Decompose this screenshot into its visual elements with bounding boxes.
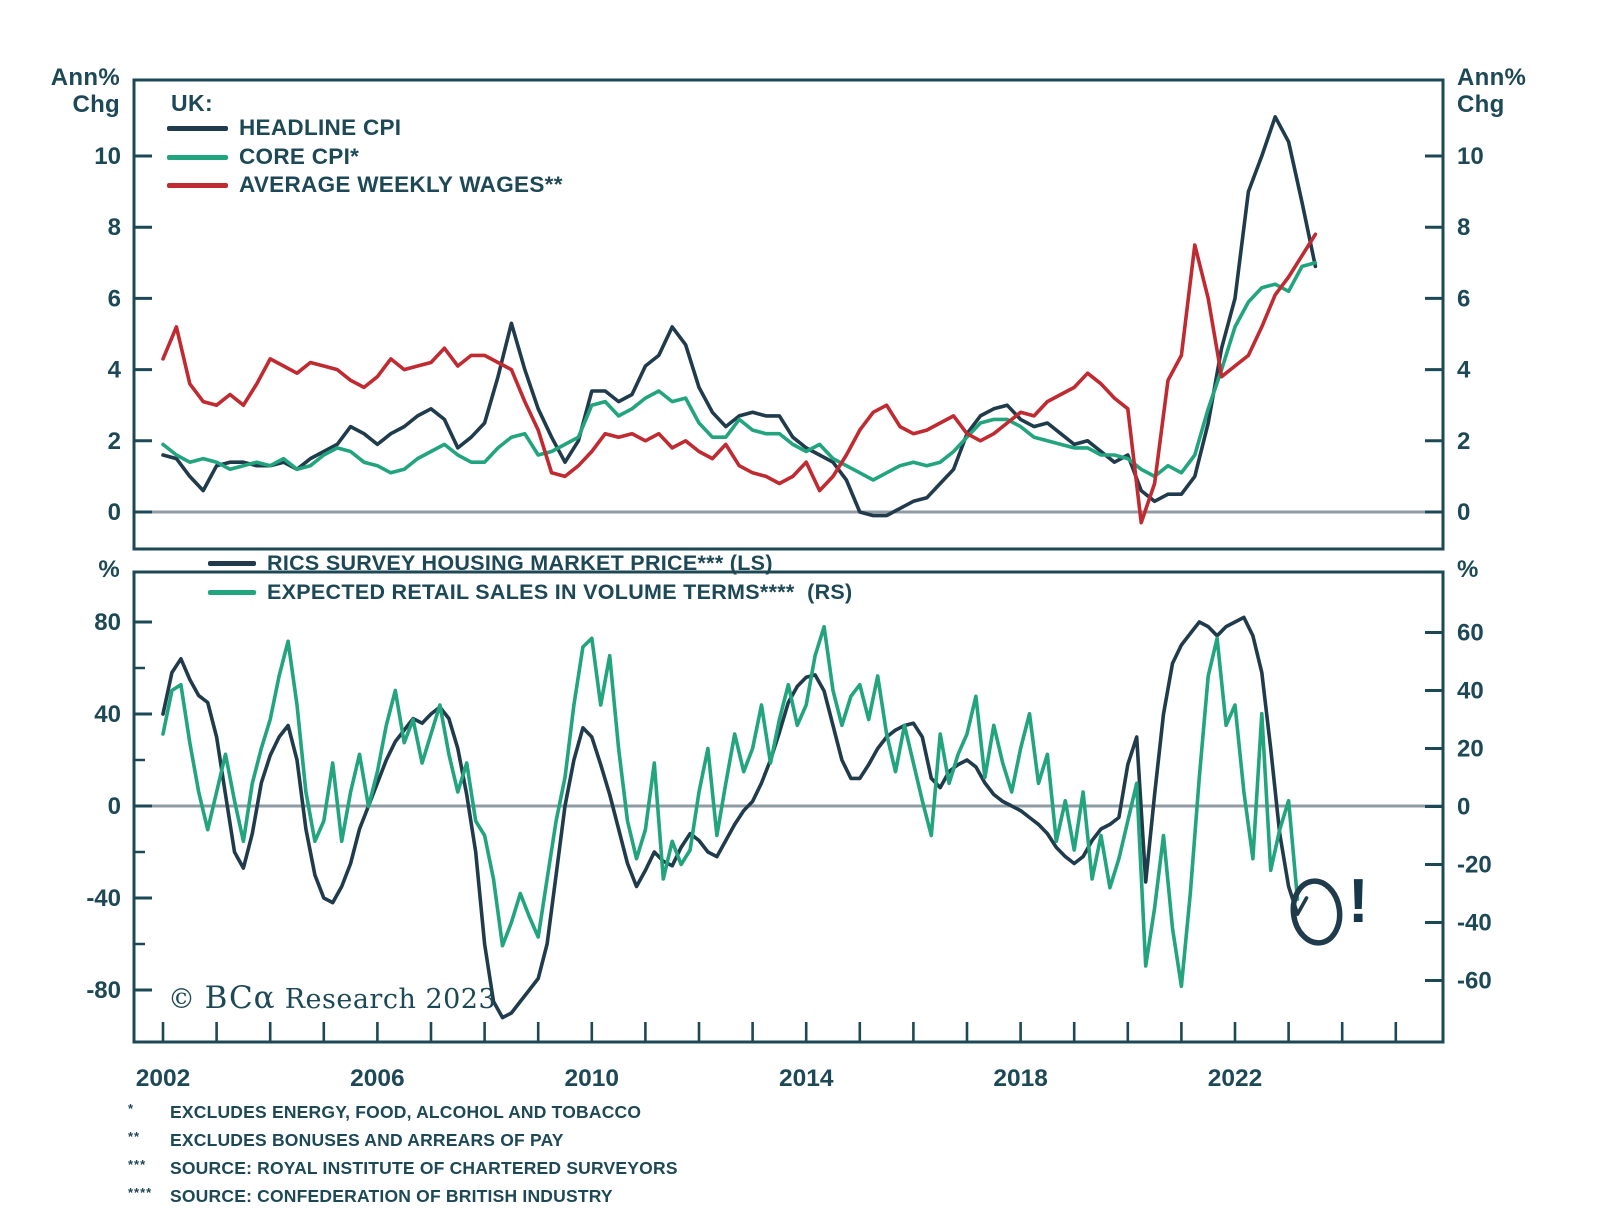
bottom-right-tick-label: -60	[1457, 968, 1492, 995]
legend-item: HEADLINE CPI	[167, 115, 402, 140]
legend-label: CORE CPI*	[239, 144, 360, 169]
rics-survey-housing-market-price-ls-line	[161, 615, 1309, 1020]
legend-swatch-navy	[208, 560, 256, 566]
top-panel-frame	[132, 78, 1445, 551]
legend-swatch-green	[208, 589, 256, 595]
footnote-marker: **	[128, 1129, 141, 1144]
footnote-row: *** SOURCE: ROYAL INSTITUTE OF CHARTERED …	[128, 1157, 678, 1179]
top-left-tick-label: 4	[108, 357, 122, 384]
top-right-tick-label: 4	[1457, 357, 1471, 384]
bca-watermark: © BCα Research 2023	[168, 980, 497, 1016]
top-left-tick-label: 2	[108, 428, 121, 455]
bottom-right-tick-label: -20	[1457, 852, 1492, 879]
expected-retail-sales-in-volume-terms-rs-line	[161, 624, 1300, 989]
legend-item: AVERAGE WEEKLY WAGES**	[167, 172, 563, 197]
x-year-label: 2002	[136, 1065, 191, 1092]
footnote-text: SOURCE: CONFEDERATION OF BRITISH INDUSTR…	[170, 1186, 613, 1206]
footnote-marker: *	[128, 1101, 135, 1116]
top-right-tick-label: 10	[1457, 143, 1484, 170]
legend-swatch-green	[167, 154, 228, 160]
footnote-marker: ****	[128, 1185, 153, 1200]
legend-label: EXPECTED RETAIL SALES IN VOLUME TERMS***…	[267, 579, 853, 604]
x-year-label: 2006	[350, 1065, 405, 1092]
footnote-row: **** SOURCE: CONFEDERATION OF BRITISH IND…	[128, 1185, 678, 1207]
bottom-left-axis-unit: %	[98, 556, 120, 583]
top-right-axis-unit: Ann% Chg	[1457, 64, 1527, 118]
top-left-tick-label: 8	[108, 214, 121, 241]
bottom-right-axis-unit: %	[1457, 556, 1479, 583]
bottom-right-tick-label: 0	[1457, 794, 1470, 821]
footnotes-block: * EXCLUDES ENERGY, FOOD, ALCOHOL AND TOBA…	[128, 1101, 678, 1214]
bottom-right-tick-label: 20	[1457, 736, 1484, 763]
x-year-label: 2018	[993, 1065, 1048, 1092]
footnote-row: ** EXCLUDES BONUSES AND ARREARS OF PAY	[128, 1129, 678, 1151]
legend-item: CORE CPI*	[167, 144, 360, 169]
legend-title-uk: UK:	[171, 90, 214, 116]
top-left-tick-label: 10	[94, 143, 121, 170]
legend-item: RICS SURVEY HOUSING MARKET PRICE*** (LS)	[208, 551, 773, 575]
legend-label: HEADLINE CPI	[239, 115, 402, 140]
bca-logo-text: BCα	[204, 980, 276, 1016]
footnote-marker: ***	[128, 1157, 147, 1172]
bottom-left-tick-label: 80	[94, 609, 121, 636]
top-left-axis-unit: Ann% Chg	[50, 64, 120, 118]
footnote-text: EXCLUDES ENERGY, FOOD, ALCOHOL AND TOBAC…	[170, 1102, 642, 1122]
top-right-tick-label: 6	[1457, 285, 1470, 312]
core-cpi-line	[161, 260, 1318, 482]
legend-swatch-navy	[167, 125, 228, 131]
x-year-label: 2014	[779, 1065, 834, 1092]
x-year-label: 2022	[1208, 1065, 1263, 1092]
bottom-left-tick-label: -40	[86, 885, 121, 912]
footnote-text: SOURCE: ROYAL INSTITUTE OF CHARTERED SUR…	[170, 1158, 678, 1178]
circle-annotation	[1290, 878, 1343, 946]
exclamation-annotation: !	[1348, 867, 1369, 936]
bottom-right-tick-label: 60	[1457, 620, 1484, 647]
bottom-left-tick-label: 0	[108, 793, 121, 820]
legend-item: EXPECTED RETAIL SALES IN VOLUME TERMS***…	[208, 580, 853, 604]
top-right-tick-label: 0	[1457, 499, 1470, 526]
top-right-tick-label: 8	[1457, 214, 1470, 241]
top-left-tick-label: 6	[108, 285, 121, 312]
bottom-left-tick-label: -80	[86, 977, 121, 1004]
top-right-tick-label: 2	[1457, 428, 1470, 455]
average-weekly-wages-line	[161, 232, 1318, 525]
footnote-row: * EXCLUDES ENERGY, FOOD, ALCOHOL AND TOBA…	[128, 1101, 678, 1123]
bottom-right-tick-label: 40	[1457, 678, 1484, 705]
legend-label: RICS SURVEY HOUSING MARKET PRICE*** (LS)	[267, 550, 773, 575]
legend-label: AVERAGE WEEKLY WAGES**	[239, 172, 563, 197]
bottom-right-tick-label: -40	[1457, 910, 1492, 937]
x-year-label: 2010	[565, 1065, 620, 1092]
bottom-left-tick-label: 40	[94, 701, 121, 728]
top-left-tick-label: 0	[108, 499, 121, 526]
legend-swatch-red	[167, 182, 228, 188]
footnote-text: EXCLUDES BONUSES AND ARREARS OF PAY	[170, 1130, 564, 1150]
